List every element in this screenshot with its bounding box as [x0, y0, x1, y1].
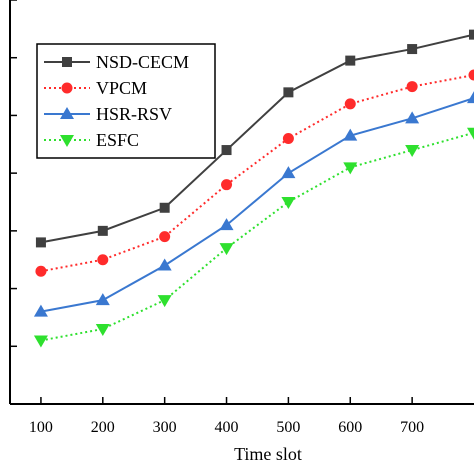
data-point-vpcm: [468, 69, 474, 81]
x-tick-label: 700: [400, 419, 424, 436]
data-point-nsd-cecm: [159, 202, 170, 213]
x-tick-label: 100: [29, 419, 53, 436]
data-point-esfc: [219, 243, 234, 256]
plot-area: [33, 29, 474, 348]
data-point-esfc: [95, 323, 110, 336]
legend-label-nsd-cecm: NSD-CECM: [96, 52, 189, 72]
data-point-nsd-cecm: [283, 87, 294, 98]
data-point-vpcm: [159, 231, 171, 243]
data-point-vpcm: [344, 98, 356, 110]
x-tick-label: 400: [215, 419, 239, 436]
x-axis-title: Time slot: [234, 444, 302, 464]
data-point-hsr-rsv: [157, 258, 172, 271]
data-point-esfc: [343, 162, 358, 175]
data-point-nsd-cecm: [35, 237, 46, 248]
x-tick-label: 300: [153, 419, 177, 436]
data-point-hsr-rsv: [467, 91, 474, 104]
data-point-vpcm: [221, 179, 233, 191]
data-point-vpcm: [35, 265, 47, 277]
series-hsr-rsv: [33, 91, 474, 317]
data-point-nsd-cecm: [345, 55, 356, 66]
legend: NSD-CECM VPCM HSR-RSV ESFC: [36, 43, 216, 159]
x-tick-label: 600: [338, 419, 362, 436]
data-point-nsd-cecm: [407, 44, 418, 55]
legend-label-hsr-rsv: HSR-RSV: [96, 104, 172, 124]
legend-marker-hsr-rsv: [60, 107, 74, 119]
data-point-hsr-rsv: [405, 111, 420, 124]
x-ticks: 100 200 300 400 500 600 700: [29, 397, 424, 436]
data-point-esfc: [405, 145, 420, 158]
series-line-esfc: [40, 131, 474, 342]
x-tick-label: 200: [91, 419, 115, 436]
series-line-hsr-rsv: [40, 97, 474, 313]
data-point-hsr-rsv: [281, 166, 296, 179]
series-vpcm: [35, 69, 474, 277]
data-point-hsr-rsv: [95, 293, 110, 306]
data-point-esfc: [281, 197, 296, 209]
series-nsd-cecm: [35, 29, 474, 248]
data-point-vpcm: [406, 81, 418, 93]
data-point-esfc: [157, 295, 172, 308]
data-point-hsr-rsv: [343, 128, 358, 141]
series-esfc: [33, 127, 474, 348]
series-line-nsd-cecm: [40, 33, 474, 244]
data-point-vpcm: [282, 133, 294, 145]
series-line-vpcm: [40, 74, 474, 273]
data-point-hsr-rsv: [33, 304, 48, 317]
data-point-vpcm: [97, 254, 109, 266]
legend-marker-esfc: [60, 135, 74, 147]
data-point-esfc: [467, 127, 474, 140]
y-ticks: [10, 0, 17, 348]
data-point-nsd-cecm: [97, 225, 108, 236]
data-point-esfc: [33, 335, 48, 348]
axes: [9, 0, 474, 405]
legend-label-esfc: ESFC: [96, 130, 139, 150]
legend-marker-nsd-cecm: [62, 57, 72, 67]
data-point-hsr-rsv: [219, 218, 234, 231]
data-point-nsd-cecm: [469, 29, 474, 40]
data-point-nsd-cecm: [221, 145, 232, 156]
legend-label-vpcm: VPCM: [96, 78, 147, 98]
x-tick-label: 500: [276, 419, 300, 436]
legend-marker-vpcm: [61, 82, 73, 94]
